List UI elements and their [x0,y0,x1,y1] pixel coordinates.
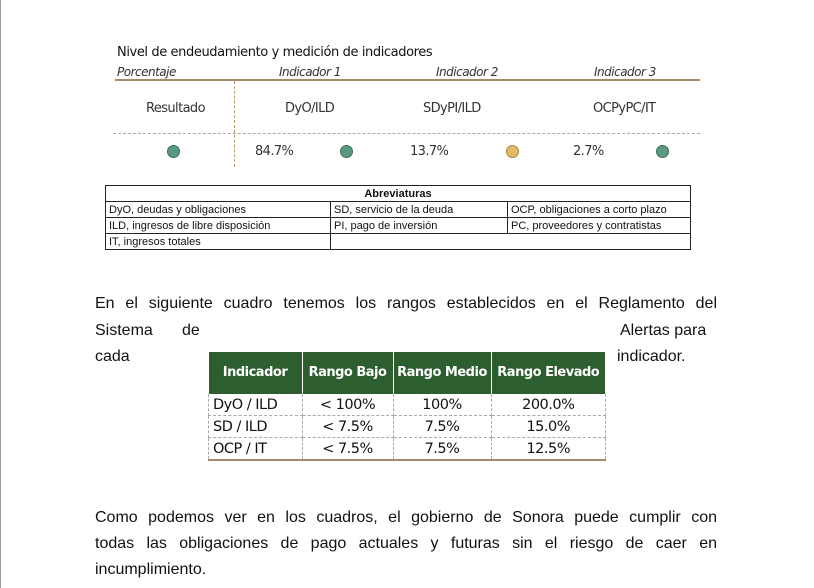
table-row: OCP / IT < 7.5% 7.5% 12.5% [208,437,606,461]
range-cell: 15.0% [491,415,606,438]
range-cell: 7.5% [393,415,492,438]
status-dot-overall [167,145,180,158]
range-cell: < 100% [302,394,394,416]
paragraph-1-word: cada [95,348,130,365]
abbr-cell: IT, ingresos totales [105,233,331,250]
table-row: ILD, ingresos de libre disposición PI, p… [105,217,691,234]
indicator-name-1: DyO/ILD [285,101,335,116]
abbr-cell: PC, proveedores y contratistas [507,217,691,234]
paragraph-1-word: indicador. [617,348,686,365]
table-row: DyO / ILD < 100% 100% 200.0% [208,394,606,416]
abbr-cell: OCP, obligaciones a corto plazo [507,201,691,218]
paragraph-1-word: de [182,322,200,339]
status-dot-indicator-1 [340,145,353,158]
header-rule [115,79,700,81]
indicators-title: Nivel de endeudamiento y medición de ind… [117,45,433,60]
abbr-cell: PI, pago de inversión [330,217,508,234]
table-row: SD / ILD < 7.5% 7.5% 15.0% [208,415,606,438]
ranges-header: Rango Bajo [302,352,394,394]
range-cell: 12.5% [491,437,606,461]
header-porcentaje: Porcentaje [117,65,176,79]
range-cell: 7.5% [393,437,492,461]
status-dot-indicator-2 [506,145,519,158]
header-indicador-1: Indicador 1 [279,65,341,79]
indicator-value-3: 2.7% [573,144,604,159]
ranges-header: Indicador [208,352,303,394]
status-dot-indicator-3 [656,145,669,158]
abbr-cell [330,233,691,250]
row-divider [113,133,700,134]
paragraph-1-word: Sistema [95,322,153,339]
ranges-table: Indicador Rango Bajo Rango Medio Rango E… [208,352,606,461]
abbreviations-table: Abreviaturas DyO, deudas y obligaciones … [105,185,691,250]
ranges-header: Rango Medio [393,352,492,394]
abbr-cell: DyO, deudas y obligaciones [105,201,331,218]
paragraph-2-line-3: incumplimiento. [95,561,207,578]
ranges-header: Rango Elevado [491,352,606,394]
indicator-value-1: 84.7% [255,144,294,159]
table-row: DyO, deudas y obligaciones SD, servicio … [105,201,691,218]
range-cell: DyO / ILD [208,394,303,416]
range-cell: OCP / IT [208,437,303,461]
column-divider [234,81,235,167]
indicator-name-2: SDyPI/ILD [423,101,481,116]
range-cell: < 7.5% [302,437,394,461]
range-cell: 200.0% [491,394,606,416]
range-cell: 100% [393,394,492,416]
abbr-cell: ILD, ingresos de libre disposición [105,217,331,234]
range-cell: < 7.5% [302,415,394,438]
range-cell: SD / ILD [208,415,303,438]
abbreviations-title: Abreviaturas [105,185,691,202]
resultado-label: Resultado [146,101,206,116]
paragraph-2-line-2: todas las obligaciones de pago actuales … [95,535,717,552]
abbr-cell: SD, servicio de la deuda [330,201,508,218]
paragraph-1-line-1: En el siguiente cuadro tenemos los rango… [95,295,717,312]
header-indicador-3: Indicador 3 [594,65,656,79]
indicator-name-3: OCPyPC/IT [593,101,656,116]
paragraph-1-word: Alertas para [620,322,707,339]
indicator-value-2: 13.7% [410,144,449,159]
header-indicador-2: Indicador 2 [436,65,498,79]
paragraph-2-line-1: Como podemos ver en los cuadros, el gobi… [95,509,717,526]
table-row: IT, ingresos totales [105,233,691,250]
page-border [0,0,1,588]
